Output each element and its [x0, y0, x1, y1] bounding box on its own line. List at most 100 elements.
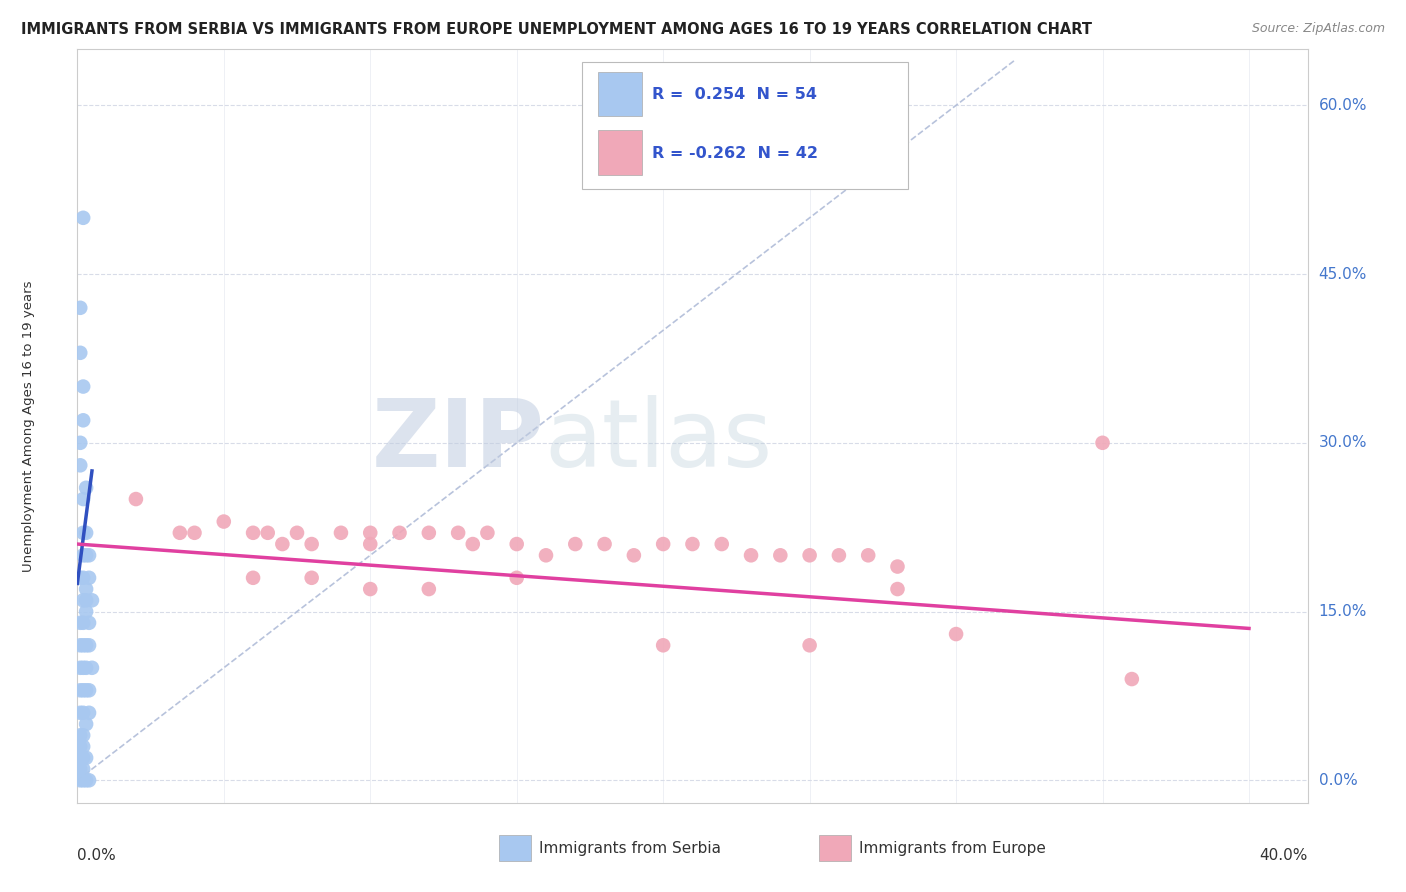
Point — [623, 549, 645, 563]
Point — [72, 549, 94, 563]
Point — [652, 537, 675, 551]
Point — [169, 525, 191, 540]
Point — [80, 593, 103, 607]
Text: 15.0%: 15.0% — [1319, 604, 1367, 619]
Point — [80, 661, 103, 675]
Point — [77, 683, 100, 698]
Point — [828, 549, 851, 563]
Point — [359, 525, 381, 540]
Point — [75, 605, 97, 619]
Point — [72, 593, 94, 607]
Point — [69, 739, 91, 754]
Text: 40.0%: 40.0% — [1260, 848, 1308, 863]
Point — [75, 549, 97, 563]
Point — [72, 413, 94, 427]
FancyBboxPatch shape — [598, 130, 643, 175]
FancyBboxPatch shape — [820, 835, 851, 861]
Text: Unemployment Among Ages 16 to 19 years: Unemployment Among Ages 16 to 19 years — [21, 280, 35, 572]
Point — [72, 762, 94, 776]
Point — [256, 525, 278, 540]
Point — [886, 582, 908, 596]
Text: R =  0.254  N = 54: R = 0.254 N = 54 — [652, 87, 817, 102]
Point — [75, 593, 97, 607]
Text: R = -0.262  N = 42: R = -0.262 N = 42 — [652, 145, 818, 161]
Point — [72, 739, 94, 754]
Point — [72, 638, 94, 652]
Point — [77, 615, 100, 630]
Point — [769, 549, 792, 563]
Point — [710, 537, 733, 551]
Point — [799, 638, 821, 652]
Point — [69, 638, 91, 652]
Point — [271, 537, 294, 551]
FancyBboxPatch shape — [598, 71, 643, 116]
Point — [69, 728, 91, 742]
Point — [69, 458, 91, 473]
Point — [477, 525, 499, 540]
Point — [388, 525, 411, 540]
Point — [75, 582, 97, 596]
FancyBboxPatch shape — [499, 835, 531, 861]
Point — [652, 638, 675, 652]
Point — [69, 301, 91, 315]
Point — [886, 559, 908, 574]
Point — [77, 773, 100, 788]
Point — [72, 525, 94, 540]
Point — [72, 571, 94, 585]
Point — [72, 706, 94, 720]
Point — [72, 491, 94, 506]
Point — [242, 571, 264, 585]
Text: 60.0%: 60.0% — [1319, 98, 1367, 112]
Text: 30.0%: 30.0% — [1319, 435, 1367, 450]
Point — [506, 571, 529, 585]
Text: 45.0%: 45.0% — [1319, 267, 1367, 282]
Point — [77, 549, 100, 563]
Text: Immigrants from Serbia: Immigrants from Serbia — [538, 840, 721, 855]
Point — [69, 571, 91, 585]
Point — [72, 615, 94, 630]
Point — [418, 582, 440, 596]
Point — [72, 379, 94, 393]
Point — [125, 491, 148, 506]
Point — [242, 525, 264, 540]
Point — [285, 525, 308, 540]
Point — [69, 435, 91, 450]
Point — [564, 537, 586, 551]
Point — [359, 582, 381, 596]
Point — [75, 525, 97, 540]
Point — [72, 661, 94, 675]
Point — [329, 525, 352, 540]
Text: 0.0%: 0.0% — [1319, 772, 1357, 788]
Point — [593, 537, 616, 551]
Point — [75, 773, 97, 788]
Point — [69, 751, 91, 765]
Point — [69, 661, 91, 675]
Point — [72, 211, 94, 225]
Text: IMMIGRANTS FROM SERBIA VS IMMIGRANTS FROM EUROPE UNEMPLOYMENT AMONG AGES 16 TO 1: IMMIGRANTS FROM SERBIA VS IMMIGRANTS FRO… — [21, 22, 1092, 37]
Point — [461, 537, 484, 551]
Point — [69, 615, 91, 630]
Point — [75, 481, 97, 495]
Point — [418, 525, 440, 540]
Point — [301, 571, 323, 585]
Point — [72, 751, 94, 765]
Text: Source: ZipAtlas.com: Source: ZipAtlas.com — [1251, 22, 1385, 36]
Point — [77, 571, 100, 585]
Point — [69, 346, 91, 360]
Point — [212, 515, 235, 529]
Point — [1091, 435, 1114, 450]
FancyBboxPatch shape — [582, 62, 908, 188]
Point — [183, 525, 205, 540]
Point — [506, 537, 529, 551]
Point — [69, 683, 91, 698]
Point — [359, 537, 381, 551]
Point — [72, 683, 94, 698]
Point — [945, 627, 967, 641]
Point — [72, 773, 94, 788]
Point — [72, 728, 94, 742]
Point — [799, 549, 821, 563]
Point — [75, 638, 97, 652]
Point — [447, 525, 470, 540]
Text: atlas: atlas — [546, 395, 773, 487]
Point — [534, 549, 557, 563]
